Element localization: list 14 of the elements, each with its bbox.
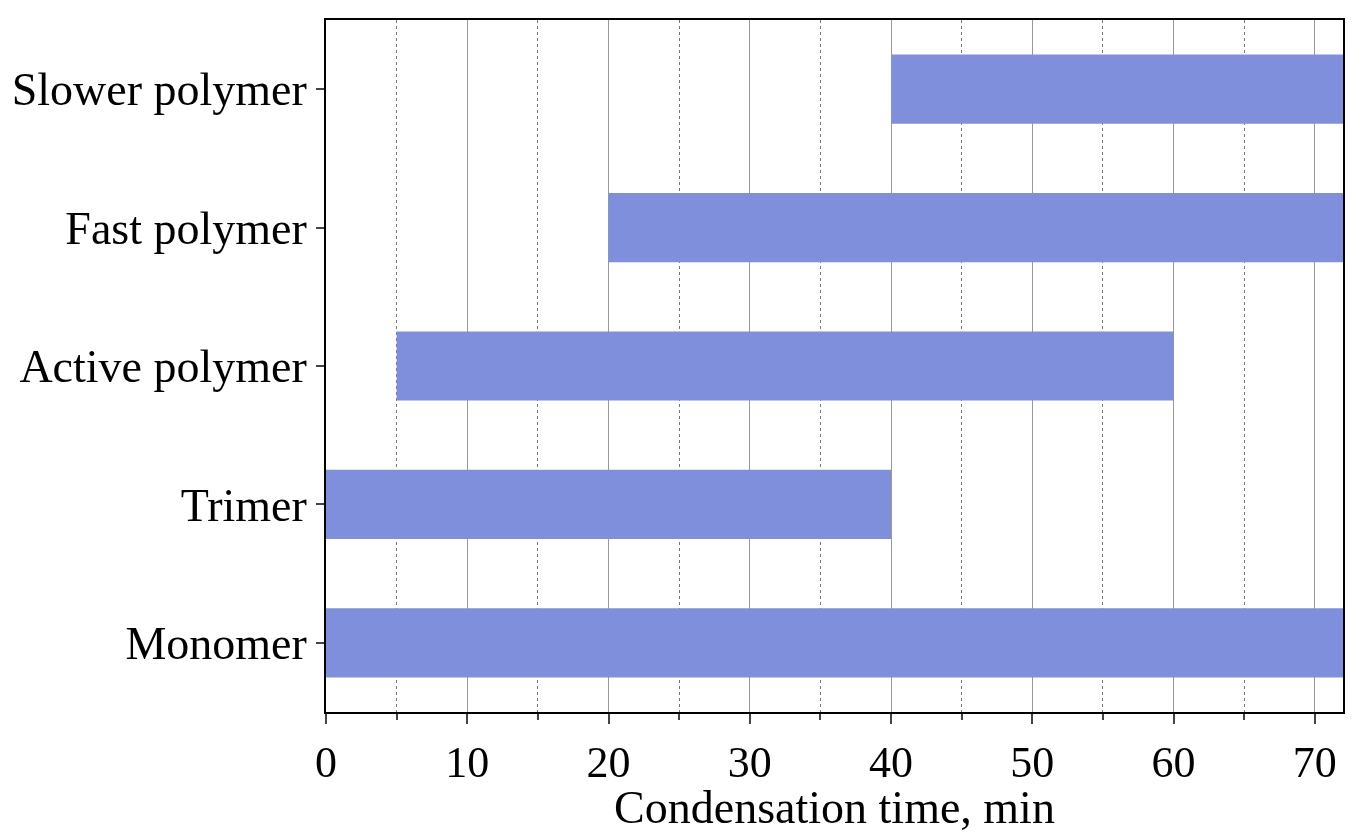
y-tick-label: Fast polymer	[65, 202, 307, 254]
bar	[396, 331, 1174, 401]
y-tick-label: Monomer	[125, 617, 307, 669]
x-tick-label: 0	[315, 737, 337, 787]
y-tick-label: Trimer	[180, 479, 307, 531]
bar	[326, 608, 1343, 678]
x-tick-label: 10	[445, 737, 490, 787]
y-tick-label: Active polymer	[19, 341, 307, 393]
x-tick-label: 60	[1151, 737, 1196, 787]
y-tick-label: Slower polymer	[11, 64, 307, 116]
x-tick-label: 70	[1292, 737, 1337, 787]
bar	[326, 469, 891, 539]
bar	[608, 193, 1343, 263]
bar	[891, 54, 1343, 124]
